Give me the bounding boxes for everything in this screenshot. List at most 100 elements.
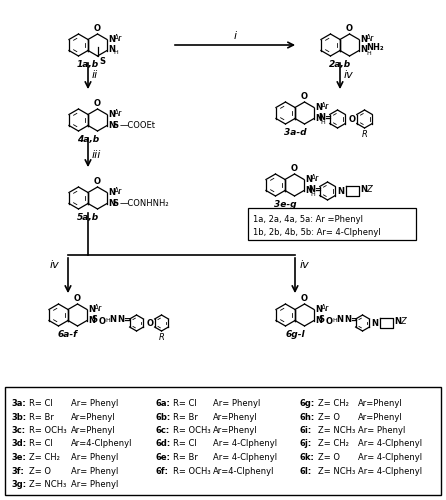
Text: N=: N=: [309, 184, 322, 194]
Text: R= Cl: R= Cl: [173, 399, 197, 408]
Text: 6b:: 6b:: [155, 412, 170, 422]
Text: Ar: Ar: [114, 109, 123, 118]
Text: N: N: [315, 114, 322, 123]
Text: R= Cl: R= Cl: [29, 440, 53, 448]
Text: 6h:: 6h:: [300, 412, 315, 422]
Text: O: O: [346, 24, 353, 33]
Text: S: S: [112, 198, 119, 207]
Text: R= Br: R= Br: [173, 412, 198, 422]
Text: 6i:: 6i:: [300, 426, 312, 435]
Text: N: N: [337, 316, 343, 324]
Text: —CONHNH₂: —CONHNH₂: [120, 198, 169, 207]
Text: N: N: [108, 121, 115, 130]
Text: O: O: [99, 317, 106, 326]
Text: H: H: [113, 50, 118, 55]
Text: Ar= 4-Clphenyl: Ar= 4-Clphenyl: [213, 440, 277, 448]
Text: N=: N=: [344, 316, 359, 324]
Text: Z= CH₂: Z= CH₂: [29, 453, 60, 462]
Text: O: O: [348, 114, 355, 124]
Text: S: S: [318, 316, 325, 324]
Text: Z: Z: [400, 316, 406, 326]
Text: 6j:: 6j:: [300, 440, 312, 448]
Text: —COOEt: —COOEt: [120, 120, 156, 130]
Text: 3e:: 3e:: [11, 453, 26, 462]
Text: 3e-g: 3e-g: [274, 200, 296, 209]
Text: R= Br: R= Br: [173, 453, 198, 462]
Text: N=: N=: [118, 316, 132, 324]
Text: H: H: [106, 318, 110, 322]
Text: Z= CH₂: Z= CH₂: [318, 440, 349, 448]
Text: 1b, 2b, 4b, 5b: Ar= 4-Clphenyl: 1b, 2b, 4b, 5b: Ar= 4-Clphenyl: [253, 228, 381, 237]
Text: Z= NCH₃: Z= NCH₃: [318, 466, 355, 475]
Text: Ar: Ar: [94, 304, 103, 313]
Text: S: S: [112, 120, 119, 130]
Text: O: O: [94, 177, 101, 186]
Text: iv: iv: [50, 260, 60, 270]
Text: Ar: Ar: [321, 304, 330, 313]
Text: Ar= Phenyl: Ar= Phenyl: [71, 453, 118, 462]
Bar: [5, 387, 441, 495]
Text: NH₂: NH₂: [366, 43, 384, 52]
Text: 3a-d: 3a-d: [284, 128, 306, 137]
Text: Z= O: Z= O: [318, 453, 340, 462]
Text: Ar: Ar: [321, 102, 330, 111]
Text: O: O: [147, 318, 153, 328]
Text: O: O: [74, 294, 81, 303]
Text: 3f:: 3f:: [11, 466, 24, 475]
Text: Z= O: Z= O: [318, 412, 340, 422]
Text: 6g:: 6g:: [300, 399, 315, 408]
Text: Z= O: Z= O: [29, 466, 51, 475]
Text: iii: iii: [92, 150, 101, 160]
Text: N: N: [108, 188, 115, 197]
Text: i: i: [233, 31, 236, 41]
Text: H: H: [310, 192, 315, 197]
Text: ii: ii: [92, 70, 98, 80]
Text: Z: Z: [366, 184, 372, 194]
Text: Ar= Phenyl: Ar= Phenyl: [71, 466, 118, 475]
Text: iv: iv: [300, 260, 310, 270]
Text: N: N: [108, 199, 115, 208]
Text: Ar: Ar: [114, 34, 123, 43]
Text: 6l:: 6l:: [300, 466, 312, 475]
Text: 3d:: 3d:: [11, 440, 26, 448]
Text: 3b:: 3b:: [11, 412, 26, 422]
Text: R= OCH₃: R= OCH₃: [29, 426, 66, 435]
Text: 6k:: 6k:: [300, 453, 315, 462]
Text: H: H: [320, 120, 325, 125]
Text: 4a,b: 4a,b: [77, 135, 99, 144]
Text: H: H: [333, 318, 337, 322]
Text: N: N: [315, 103, 322, 112]
Text: N: N: [88, 305, 95, 314]
Text: 6e:: 6e:: [155, 453, 170, 462]
Text: N: N: [337, 186, 344, 196]
Text: 3a:: 3a:: [11, 399, 26, 408]
Text: N: N: [108, 45, 115, 54]
Text: Z= CH₂: Z= CH₂: [318, 399, 349, 408]
Bar: [248, 208, 416, 240]
Text: Ar: Ar: [311, 174, 319, 183]
Text: Ar=4-Clphenyl: Ar=4-Clphenyl: [213, 466, 274, 475]
Text: Ar: Ar: [114, 187, 123, 196]
Text: N: N: [108, 35, 115, 44]
Text: N: N: [305, 186, 312, 195]
Text: 6d:: 6d:: [155, 440, 170, 448]
Text: 2a,b: 2a,b: [329, 60, 351, 69]
Text: N: N: [88, 316, 95, 325]
Text: R: R: [159, 333, 165, 342]
Text: N: N: [108, 110, 115, 119]
Text: R= Cl: R= Cl: [29, 399, 53, 408]
Text: Ar=Phenyl: Ar=Phenyl: [71, 426, 116, 435]
Text: Ar= 4-Clphenyl: Ar= 4-Clphenyl: [358, 440, 422, 448]
Text: 3c:: 3c:: [11, 426, 25, 435]
Text: N: N: [315, 316, 322, 325]
Text: Ar= Phenyl: Ar= Phenyl: [213, 399, 260, 408]
Text: N=: N=: [318, 112, 333, 122]
Text: 3g:: 3g:: [11, 480, 26, 489]
Text: Ar=Phenyl: Ar=Phenyl: [213, 426, 258, 435]
Text: N: N: [305, 175, 312, 184]
Text: 1a,b: 1a,b: [77, 60, 99, 69]
Text: 6a:: 6a:: [155, 399, 170, 408]
Text: S: S: [91, 316, 98, 324]
Text: N: N: [315, 305, 322, 314]
Text: Ar: Ar: [366, 34, 375, 43]
